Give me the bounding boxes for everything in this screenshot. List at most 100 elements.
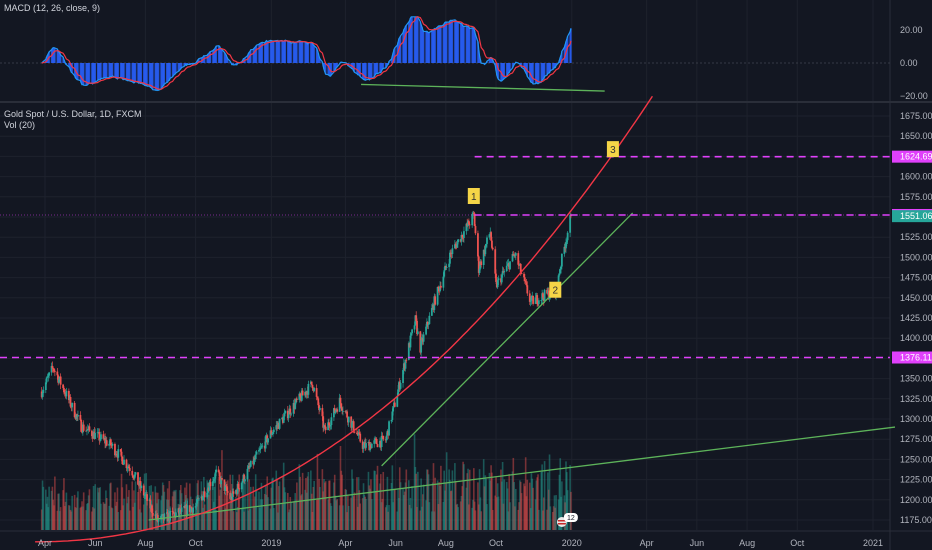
candle-body — [449, 252, 451, 264]
candle-body — [529, 300, 532, 302]
volume-bar — [82, 506, 84, 530]
volume-bar — [252, 486, 255, 530]
candle-body — [346, 411, 348, 418]
macd-histogram-bar — [543, 63, 546, 77]
macd-histogram-bar — [51, 48, 54, 63]
candle-body — [319, 408, 321, 410]
volume-bar — [548, 454, 551, 530]
volume-bar — [116, 487, 119, 530]
macd-histogram-bar — [110, 63, 112, 77]
candle-body — [540, 299, 543, 301]
candle-body — [543, 289, 546, 301]
volume-bar — [520, 493, 523, 530]
volume-bar — [265, 494, 268, 530]
time-tick-label: Jun — [690, 538, 705, 548]
macd-histogram-bar — [92, 63, 95, 83]
volume-bar — [563, 495, 566, 530]
macd-histogram-bar — [554, 63, 557, 68]
volume-bar — [381, 498, 384, 530]
macd-histogram-bar — [427, 32, 430, 63]
candle-body — [128, 468, 131, 471]
volume-bar — [546, 509, 548, 530]
macd-histogram-bar — [225, 54, 227, 63]
drawing-overlays[interactable] — [0, 95, 896, 543]
time-tick-label: Aug — [438, 538, 454, 548]
volume-bar — [88, 489, 91, 530]
volume-bar — [421, 494, 424, 530]
macd-histogram-bar — [59, 54, 62, 63]
macd-histogram-bar — [184, 63, 186, 66]
candle-body — [240, 482, 243, 490]
macd-histogram-bar — [151, 63, 153, 89]
volume-bar — [123, 498, 125, 530]
volume-bar — [319, 486, 321, 530]
volume-bar — [411, 486, 413, 530]
macd-histogram-bar — [186, 63, 189, 65]
volume-bar — [68, 505, 71, 530]
volume-bar — [532, 487, 534, 530]
macd-histogram-bar — [267, 41, 269, 63]
candle-body — [196, 498, 199, 504]
candle-body — [477, 233, 479, 257]
volume-bar — [384, 507, 387, 530]
candle-body — [202, 495, 204, 500]
candle-body — [478, 268, 481, 273]
volume-bar — [333, 482, 335, 530]
macd-histogram-bar — [80, 63, 83, 83]
candle-body — [479, 261, 482, 269]
macd-legend[interactable]: MACD (12, 26, close, 9) — [4, 3, 101, 13]
macd-histogram-bar — [553, 63, 556, 68]
volume-bar — [109, 483, 111, 530]
macd-histogram-bar — [437, 25, 440, 63]
candle-body — [399, 382, 402, 389]
price-candles[interactable] — [40, 210, 572, 526]
event-badge[interactable]: 12 — [556, 513, 578, 527]
candle-body — [151, 512, 154, 516]
volume-bar — [451, 470, 454, 530]
volume-bar — [478, 469, 481, 530]
time-tick-label: Jun — [88, 538, 103, 548]
macd-histogram-bar — [117, 63, 120, 78]
volume-bar — [569, 465, 571, 530]
macd-histogram-bar — [547, 63, 549, 74]
macd-histogram-bar — [313, 45, 315, 63]
macd-histogram-bar — [359, 63, 362, 77]
macd-pane[interactable] — [0, 16, 890, 92]
candle-body — [439, 285, 442, 288]
macd-histogram-bar — [305, 42, 308, 63]
volume-bar — [51, 486, 54, 530]
candle-body — [79, 414, 82, 420]
volume-bar — [494, 495, 497, 530]
macd-histogram-bar — [254, 46, 257, 63]
macd-histogram-bar — [520, 63, 523, 68]
volume-legend[interactable]: Vol (20) — [4, 120, 36, 130]
macd-histogram-bar — [333, 63, 336, 71]
macd-histogram-bar — [538, 63, 540, 83]
candle-body — [318, 405, 320, 410]
volume-bar — [300, 495, 302, 530]
volume-bar — [217, 476, 220, 530]
candle-body — [94, 432, 97, 439]
volume-bar — [549, 506, 552, 530]
macd-histogram-bar — [223, 52, 226, 63]
volume-bar — [45, 489, 47, 530]
volume-bar — [540, 472, 543, 530]
volume-bar — [75, 508, 78, 530]
macd-histogram-bar — [454, 19, 456, 63]
macd-histogram-bar — [62, 57, 64, 63]
volume-bar — [363, 494, 366, 530]
candle-body — [495, 273, 497, 282]
wave-markers[interactable]: 1 2 3 — [467, 141, 619, 298]
macd-trend-line — [361, 83, 605, 92]
volume-bar — [161, 482, 164, 530]
macd-histogram-bar — [327, 63, 329, 75]
macd-histogram-bar — [138, 63, 140, 84]
candle-body — [212, 481, 214, 487]
volume-bar — [197, 480, 199, 530]
volume-bar — [144, 495, 147, 530]
candle-body — [134, 472, 137, 475]
macd-histogram-bar — [312, 44, 315, 63]
instrument-legend[interactable]: Gold Spot / U.S. Dollar, 1D, FXCM — [4, 109, 142, 119]
candle-body — [52, 368, 55, 369]
